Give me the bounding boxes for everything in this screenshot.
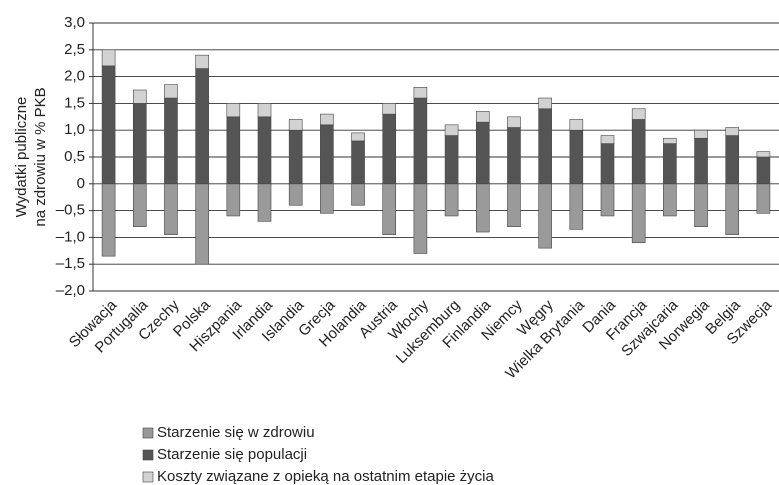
legend-label: Koszty związane z opieką na ostatnim eta…: [157, 468, 494, 485]
y-tick-label: –2,0: [56, 282, 85, 299]
y-tick-label: 0: [77, 175, 85, 192]
bar-segment: [226, 103, 241, 118]
legend-label: Starzenie się populacji: [157, 446, 307, 463]
bar-segment: [694, 129, 708, 139]
legend-swatch: [142, 427, 154, 439]
y-axis-label: na zdrowiu w % PKB: [32, 87, 49, 226]
bar-segment: [631, 183, 646, 244]
bar-segment: [538, 108, 552, 185]
bar-segment: [288, 119, 303, 131]
bar-segment: [569, 119, 584, 131]
legend-swatch: [142, 449, 154, 461]
y-axis-label: Wydatki publiczne: [13, 97, 30, 218]
bar-segment: [663, 137, 677, 144]
legend-swatch: [142, 471, 154, 483]
bar-segment: [382, 113, 397, 185]
bar-segment: [320, 124, 334, 185]
y-tick-label: 3,0: [64, 14, 85, 31]
y-tick-label: 1,0: [64, 121, 85, 138]
bar-segment: [507, 127, 521, 185]
bar-segment: [663, 183, 677, 217]
bar-segment: [101, 183, 116, 257]
y-tick-label: –0,5: [56, 202, 85, 219]
bar-segment: [475, 183, 490, 233]
bar-segment: [320, 183, 334, 214]
bar-segment: [257, 116, 272, 185]
legend-label: Starzenie się w zdrowiu: [157, 424, 315, 441]
bar-segment: [725, 135, 740, 185]
bar-segment: [382, 183, 397, 236]
bar-segment: [288, 183, 303, 206]
bar-segment: [631, 119, 646, 185]
bar-segment: [507, 183, 521, 227]
bar-segment: [226, 183, 241, 217]
bar-segment: [382, 103, 397, 115]
bar-segment: [257, 183, 272, 222]
bar-segment: [569, 183, 584, 230]
bar-segment: [756, 156, 771, 185]
bar-segment: [600, 143, 615, 185]
bar-segment: [756, 183, 771, 214]
bar-segment: [756, 151, 771, 158]
y-tick-label: –1,5: [56, 255, 85, 272]
bar-segment: [725, 183, 740, 236]
bar-segment: [413, 87, 428, 99]
y-tick-label: 0,5: [64, 148, 85, 165]
bar-segment: [600, 135, 615, 144]
bar-segment: [320, 113, 334, 126]
bar-segment: [538, 97, 552, 110]
bar-segment: [226, 116, 241, 185]
bar-segment: [351, 132, 365, 142]
y-tick-label: 2,5: [64, 41, 85, 58]
bar-segment: [164, 183, 178, 236]
bar-segment: [257, 103, 272, 118]
bar-segment: [475, 111, 490, 123]
bar-segment: [101, 65, 116, 185]
bar-segment: [413, 97, 428, 185]
bar-segment: [694, 137, 708, 185]
y-tick-label: 1,5: [64, 94, 85, 111]
bar-segment: [164, 97, 178, 185]
bar-segment: [288, 129, 303, 185]
bar-segment: [507, 116, 521, 128]
bar-segment: [413, 183, 428, 254]
bar-segment: [351, 140, 365, 185]
bar-segment: [132, 103, 147, 185]
bar-segment: [663, 143, 677, 185]
bar-segment: [195, 68, 209, 185]
bar-segment: [475, 121, 490, 185]
bar-segment: [132, 183, 147, 227]
bar-segment: [195, 183, 209, 265]
bar-segment: [569, 129, 584, 185]
bar-segment: [631, 108, 646, 120]
bar-segment: [351, 183, 365, 206]
bar-segment: [101, 49, 116, 67]
bar-segment: [195, 54, 209, 69]
bar-segment: [538, 183, 552, 249]
bar-segment: [164, 84, 178, 99]
bar-segment: [132, 89, 147, 104]
bar-segment: [444, 135, 459, 185]
bar-segment: [694, 183, 708, 227]
y-tick-label: –1,0: [56, 228, 85, 245]
bar-segment: [444, 124, 459, 136]
bar-segment: [444, 183, 459, 217]
y-tick-label: 2,0: [64, 68, 85, 85]
bar-segment: [600, 183, 615, 217]
bar-segment: [725, 127, 740, 136]
